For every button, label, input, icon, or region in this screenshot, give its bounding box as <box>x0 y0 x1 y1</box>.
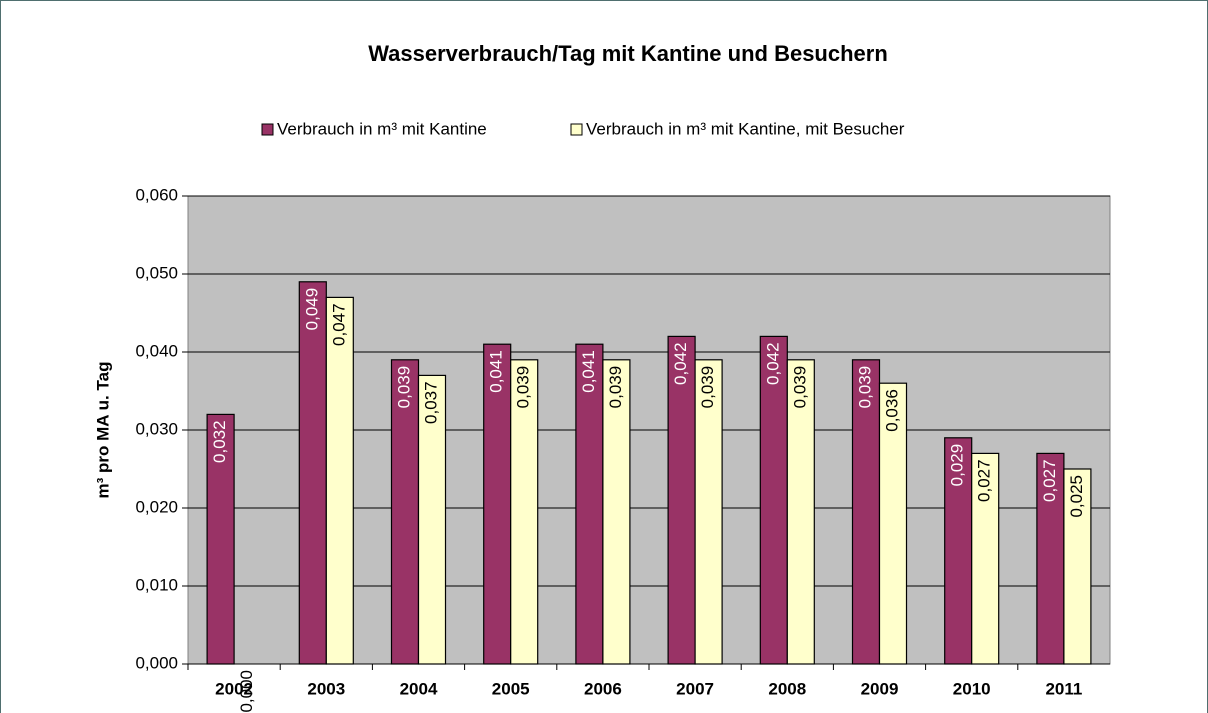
bar <box>325 296 354 665</box>
data-label: 0,027 <box>1040 459 1059 502</box>
x-tick-label: 2003 <box>307 679 345 698</box>
bar <box>575 343 604 665</box>
bar <box>1063 468 1092 665</box>
bar <box>878 382 908 665</box>
bar <box>1036 452 1065 665</box>
y-tick-label: 0,030 <box>135 419 178 438</box>
y-tick-label: 0,000 <box>135 653 178 672</box>
bar <box>786 359 815 665</box>
data-label: 0,039 <box>514 366 533 409</box>
data-label: 0,039 <box>790 366 809 409</box>
chart-title: Wasserverbrauch/Tag mit Kantine und Besu… <box>368 41 888 66</box>
data-label: 0,041 <box>487 350 506 393</box>
data-label: 0,032 <box>210 420 229 463</box>
legend-swatch <box>570 123 583 136</box>
data-label: 0,039 <box>394 366 413 409</box>
x-tick-label: 2009 <box>861 679 899 698</box>
y-tick-label: 0,040 <box>135 341 178 360</box>
x-tick-label: 2011 <box>1045 679 1082 698</box>
y-tick-label: 0,050 <box>135 263 178 282</box>
data-label: 0,000 <box>237 670 256 713</box>
bar <box>483 343 512 665</box>
bar <box>206 413 235 665</box>
y-tick-label: 0,010 <box>135 575 178 594</box>
bar <box>390 359 420 665</box>
data-label: 0,039 <box>855 366 874 409</box>
x-tick-label: 2007 <box>676 679 714 698</box>
x-tick-label: 2008 <box>768 679 806 698</box>
bar <box>944 437 973 665</box>
x-tick-label: 2006 <box>584 679 622 698</box>
bar <box>417 374 447 665</box>
data-label: 0,042 <box>763 342 782 385</box>
bar <box>298 281 327 665</box>
data-label: 0,036 <box>882 389 901 432</box>
legend-swatch <box>261 123 274 136</box>
bar <box>602 359 631 665</box>
data-label: 0,041 <box>579 350 598 393</box>
data-label: 0,029 <box>948 444 967 487</box>
data-label: 0,049 <box>302 288 321 331</box>
bar <box>971 452 1000 665</box>
legend-label: Verbrauch in m³ mit Kantine <box>277 119 487 138</box>
data-label: 0,025 <box>1067 475 1086 518</box>
data-label: 0,042 <box>671 342 690 385</box>
legend-label: Verbrauch in m³ mit Kantine, mit Besuche… <box>586 119 905 138</box>
y-tick-label: 0,020 <box>135 497 178 516</box>
x-tick-label: 2002 <box>215 679 253 698</box>
data-label: 0,047 <box>329 303 348 346</box>
bar <box>510 359 539 665</box>
data-label: 0,037 <box>421 381 440 424</box>
x-tick-label: 2005 <box>492 679 530 698</box>
data-label: 0,039 <box>698 366 717 409</box>
x-tick-label: 2010 <box>953 679 991 698</box>
x-tick-label: 2004 <box>400 679 438 698</box>
bar <box>694 359 723 665</box>
data-label: 0,039 <box>606 366 625 409</box>
y-tick-label: 0,060 <box>135 185 178 204</box>
data-label: 0,027 <box>975 459 994 502</box>
y-axis-label: m³ pro MA u. Tag <box>93 362 112 499</box>
